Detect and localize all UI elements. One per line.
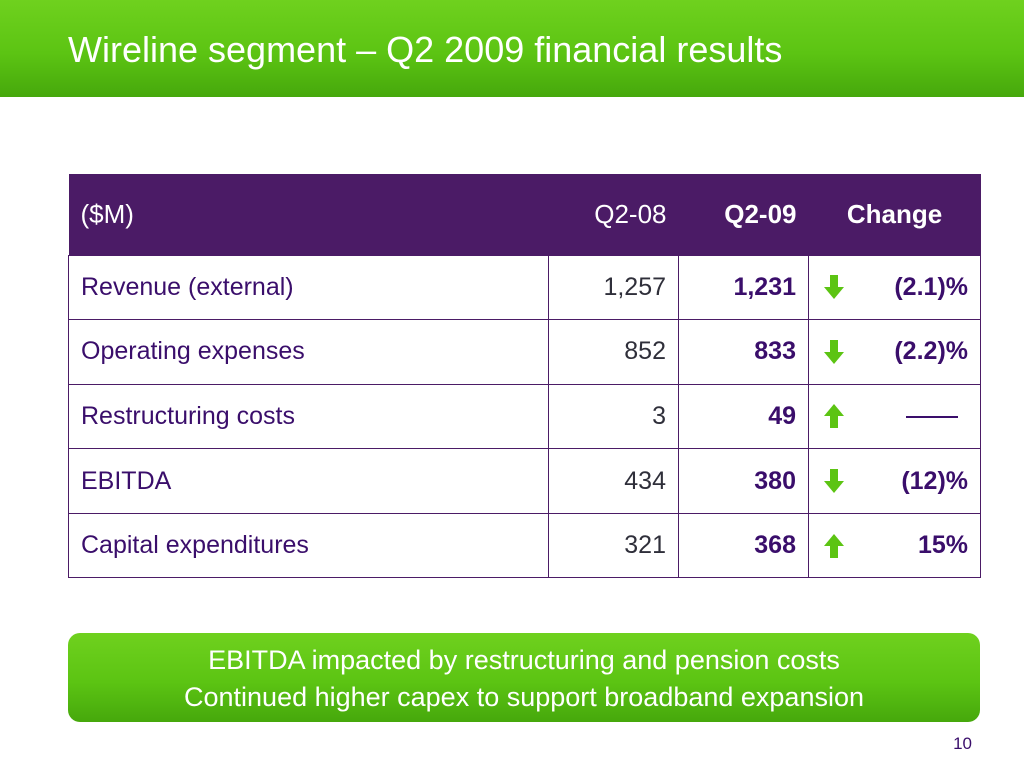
q2-08-value: 434 bbox=[548, 448, 679, 514]
table-row: EBITDA 434 380 (12)% bbox=[68, 448, 981, 514]
change-value: 15% bbox=[917, 531, 968, 560]
change-cell bbox=[808, 383, 981, 450]
change-cell: (12)% bbox=[808, 448, 981, 514]
table-row: Capital expenditures 321 368 15% bbox=[68, 512, 981, 579]
q2-09-value: 368 bbox=[678, 512, 809, 579]
row-label: Capital expenditures bbox=[68, 512, 549, 579]
q2-09-value: 1,231 bbox=[678, 254, 809, 321]
q2-09-value: 380 bbox=[678, 448, 809, 514]
change-cell: (2.1)% bbox=[808, 254, 981, 321]
arrow-down-icon bbox=[824, 275, 844, 300]
header-q2-08: Q2-08 bbox=[594, 198, 667, 229]
row-label: Operating expenses bbox=[68, 319, 549, 385]
header-q2-09: Q2-09 bbox=[724, 198, 797, 229]
arrow-up-icon bbox=[824, 533, 844, 558]
financial-results-table: ($M) Q2-08 Q2-09 Change Revenue (externa… bbox=[68, 174, 981, 579]
table-row: Operating expenses 852 833 (2.2)% bbox=[68, 319, 981, 385]
row-label: Revenue (external) bbox=[68, 254, 549, 321]
table-row: Restructuring costs 3 49 bbox=[68, 383, 981, 450]
change-value: (12)% bbox=[901, 466, 968, 495]
header-units: ($M) bbox=[80, 198, 134, 229]
q2-08-value: 852 bbox=[548, 319, 679, 385]
row-label: Restructuring costs bbox=[68, 383, 549, 450]
table-row: Revenue (external) 1,257 1,231 (2.1)% bbox=[68, 254, 981, 321]
title-bar: Wireline segment – Q2 2009 financial res… bbox=[0, 0, 1024, 97]
arrow-up-icon bbox=[824, 404, 844, 429]
table-header: ($M) Q2-08 Q2-09 Change bbox=[68, 174, 981, 255]
row-label: EBITDA bbox=[68, 448, 549, 514]
callout-box: EBITDA impacted by restructuring and pen… bbox=[68, 633, 980, 722]
q2-09-value: 49 bbox=[678, 383, 809, 450]
q2-08-value: 3 bbox=[548, 383, 679, 450]
table-header-row: ($M) Q2-08 Q2-09 Change bbox=[68, 174, 981, 255]
callout-line: Continued higher capex to support broadb… bbox=[184, 682, 864, 712]
change-value: (2.2)% bbox=[894, 337, 968, 366]
arrow-down-icon bbox=[824, 339, 844, 364]
change-value: (2.1)% bbox=[894, 272, 968, 301]
arrow-down-icon bbox=[824, 469, 844, 494]
q2-08-value: 321 bbox=[548, 512, 679, 579]
page-number: 10 bbox=[953, 734, 972, 753]
slide-title: Wireline segment – Q2 2009 financial res… bbox=[68, 29, 783, 70]
no-change-dash bbox=[906, 416, 958, 419]
change-cell: (2.2)% bbox=[808, 319, 981, 385]
q2-08-value: 1,257 bbox=[548, 254, 679, 321]
callout-line: EBITDA impacted by restructuring and pen… bbox=[208, 645, 840, 675]
header-change: Change bbox=[846, 198, 943, 229]
q2-09-value: 833 bbox=[678, 319, 809, 385]
change-cell: 15% bbox=[808, 512, 981, 579]
table-body: Revenue (external) 1,257 1,231 (2.1)% Operat… bbox=[68, 254, 981, 579]
